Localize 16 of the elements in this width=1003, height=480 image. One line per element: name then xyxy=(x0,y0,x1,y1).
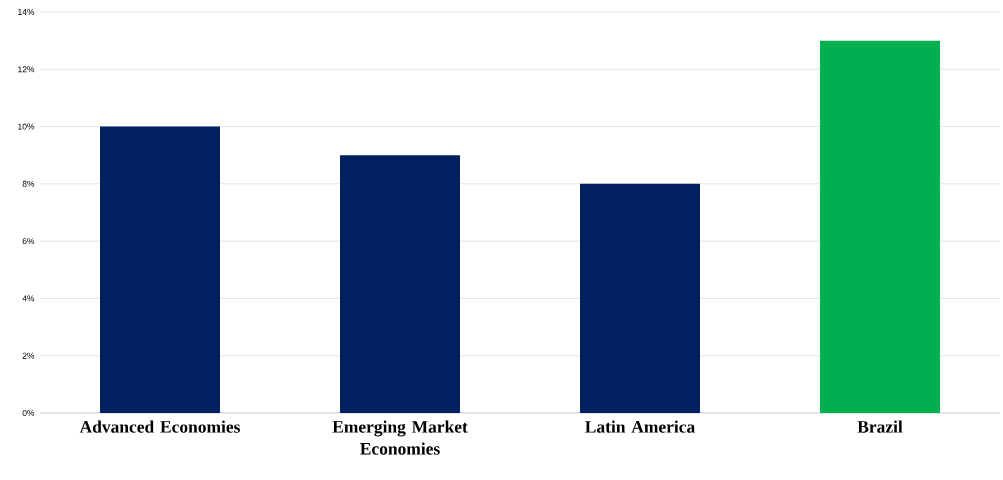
y-tick-label: 8% xyxy=(22,180,35,187)
y-tick-label: 12% xyxy=(18,66,35,73)
y-tick-label: 14% xyxy=(18,9,35,15)
x-tick-label: Latin America xyxy=(585,420,695,433)
bar xyxy=(580,183,701,413)
x-tick-label: Emerging Market Economies xyxy=(332,420,468,455)
y-tick-label: 2% xyxy=(22,352,35,359)
x-tick-label: Brazil xyxy=(857,420,903,433)
bar xyxy=(820,40,941,413)
y-tick-label: 10% xyxy=(18,123,35,130)
y-tick-label: 6% xyxy=(22,238,35,245)
x-tick-label: Advanced Economies xyxy=(79,420,240,433)
y-tick-label: 4% xyxy=(22,295,35,302)
y-tick-label: 0% xyxy=(22,409,35,416)
bar xyxy=(340,155,461,413)
bar xyxy=(100,126,221,413)
